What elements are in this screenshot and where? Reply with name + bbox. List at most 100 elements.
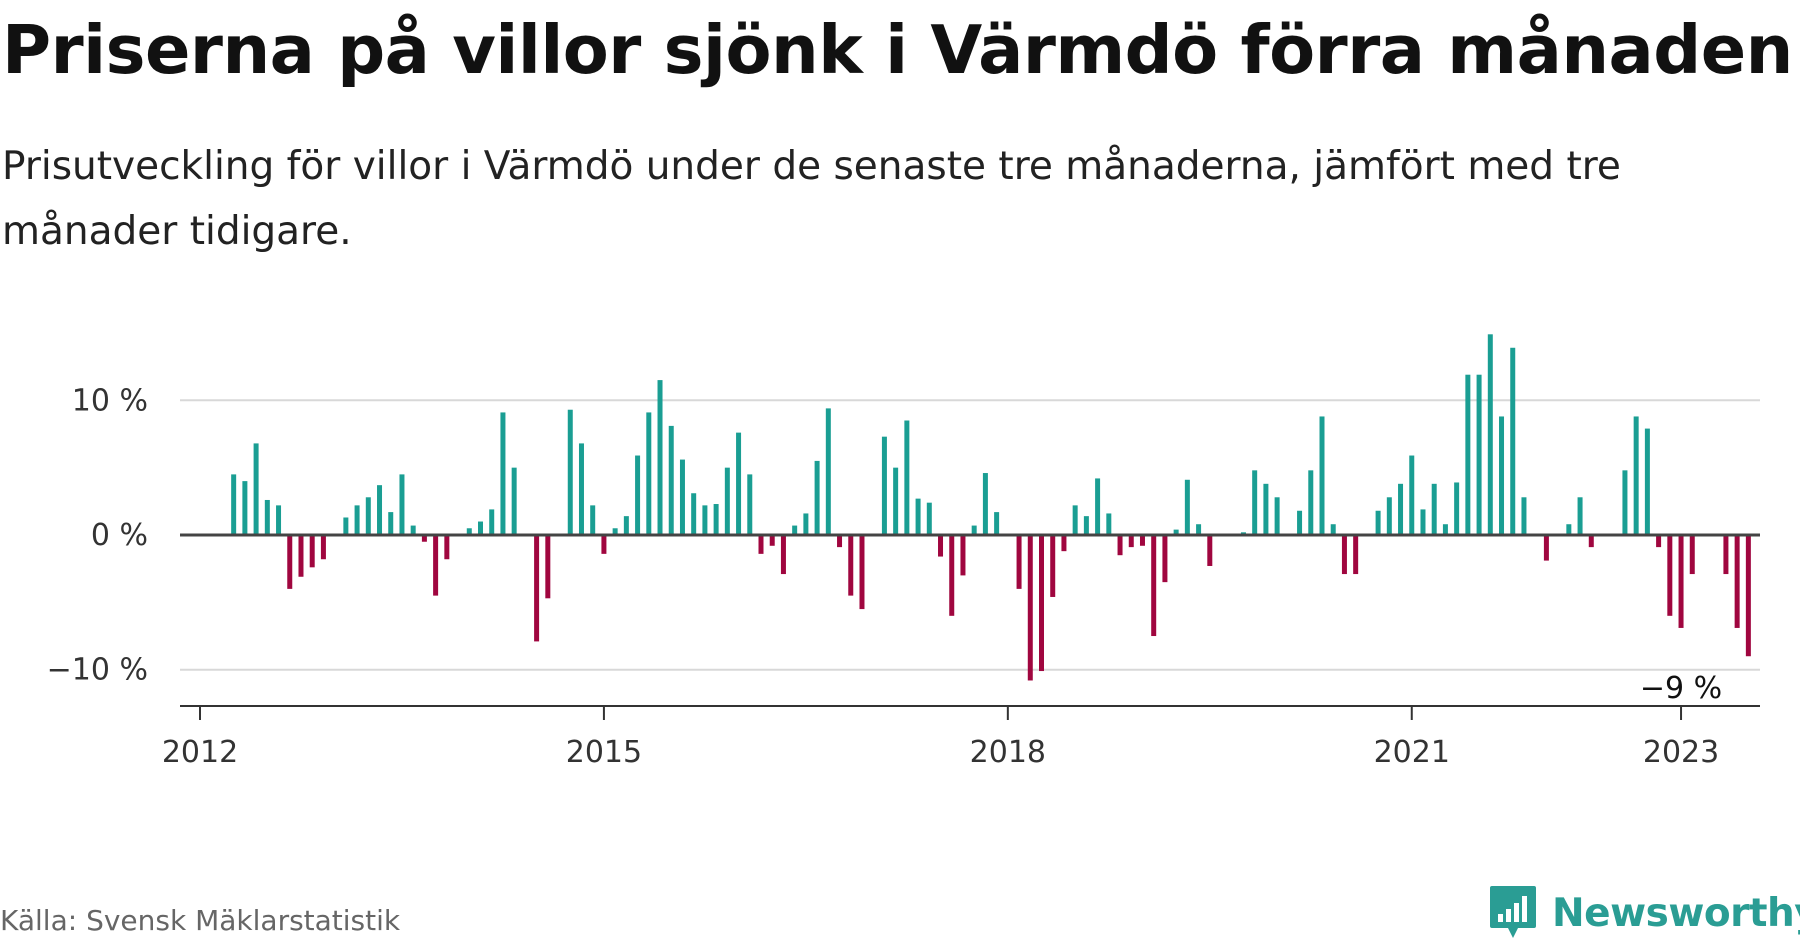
bar xyxy=(1499,416,1505,535)
bar xyxy=(1723,535,1729,575)
bar xyxy=(287,535,293,589)
bar xyxy=(1678,535,1684,628)
bar xyxy=(545,535,551,599)
bar xyxy=(1341,535,1347,575)
bar xyxy=(758,535,764,554)
bar xyxy=(713,504,719,535)
bar xyxy=(433,535,439,596)
bar xyxy=(1375,510,1381,535)
bar xyxy=(264,499,270,535)
bar xyxy=(1521,497,1527,535)
bar xyxy=(702,505,708,535)
bar xyxy=(803,513,809,535)
bar xyxy=(276,505,282,535)
bar xyxy=(1398,483,1404,535)
bar xyxy=(635,455,641,535)
bar xyxy=(298,535,304,577)
bar xyxy=(837,535,843,548)
bar xyxy=(1622,470,1628,535)
bar xyxy=(881,436,887,535)
bar xyxy=(1566,524,1572,535)
bar xyxy=(590,505,596,535)
x-tick-label: 2015 xyxy=(566,735,642,770)
bar xyxy=(1207,535,1213,566)
chart-title: Priserna på villor sjönk i Värmdö förra … xyxy=(2,11,1793,89)
bar xyxy=(938,535,944,557)
bar xyxy=(601,535,607,554)
bar xyxy=(848,535,854,596)
bar xyxy=(915,498,921,535)
bar xyxy=(1016,535,1022,589)
bar xyxy=(500,412,506,535)
bar xyxy=(1184,479,1190,535)
bar xyxy=(859,535,865,610)
bar xyxy=(623,516,629,535)
bar xyxy=(971,525,977,535)
chart-subtitle: Prisutveckling för villor i Värmdö under… xyxy=(2,144,1621,254)
bar xyxy=(466,528,472,535)
bar xyxy=(421,535,427,542)
bar xyxy=(1667,535,1673,616)
bars xyxy=(231,334,1751,681)
bar xyxy=(657,380,663,535)
bar-chart: 10 % 0 % −10 % 2012 2015 2018 2021 2023 −9 % xyxy=(47,334,1760,770)
bar xyxy=(646,412,652,535)
bar xyxy=(1274,497,1280,535)
bar xyxy=(1330,524,1336,535)
bar xyxy=(1656,535,1662,548)
bar xyxy=(1386,497,1392,535)
bar xyxy=(1734,535,1740,628)
bar xyxy=(780,535,786,575)
bar xyxy=(1128,535,1134,548)
bar xyxy=(1196,524,1202,535)
bar xyxy=(1454,482,1460,535)
bar xyxy=(578,443,584,535)
bar xyxy=(489,509,495,535)
bar xyxy=(1644,428,1650,535)
bar xyxy=(309,535,315,568)
bar xyxy=(1689,535,1695,575)
bar xyxy=(1297,510,1303,535)
bar xyxy=(1319,416,1325,535)
bar xyxy=(388,512,394,535)
bar xyxy=(1409,455,1415,535)
bar xyxy=(982,473,988,535)
bar xyxy=(1050,535,1056,597)
bar xyxy=(320,535,326,560)
bar xyxy=(1083,516,1089,535)
bar xyxy=(724,467,730,535)
bar xyxy=(1543,535,1549,561)
brand-logo[interactable]: Newsworthy xyxy=(1488,884,1800,942)
bar xyxy=(1173,529,1179,535)
bar xyxy=(1095,478,1101,535)
bar xyxy=(1353,535,1359,575)
bar xyxy=(399,474,405,535)
bar xyxy=(747,474,753,535)
bar xyxy=(567,409,573,535)
bar xyxy=(410,525,416,535)
bar xyxy=(242,481,248,535)
x-tick-label: 2021 xyxy=(1374,735,1450,770)
bar xyxy=(994,512,1000,535)
bar xyxy=(511,467,517,535)
bar xyxy=(1263,483,1269,535)
gridlines xyxy=(180,399,1760,671)
bar xyxy=(1431,483,1437,535)
bar xyxy=(769,535,775,546)
source-note: Källa: Svensk Mäklarstatistik xyxy=(0,904,401,937)
bar xyxy=(1308,470,1314,535)
bar xyxy=(1151,535,1157,637)
bar xyxy=(1139,535,1145,546)
bar xyxy=(377,485,383,535)
bar xyxy=(1633,416,1639,535)
bar xyxy=(1117,535,1123,556)
bar xyxy=(1476,374,1482,535)
bar xyxy=(893,467,899,535)
bar xyxy=(668,425,674,535)
bar xyxy=(904,420,910,535)
last-value-annotation: −9 % xyxy=(1640,671,1722,706)
y-tick-label: 0 % xyxy=(91,518,148,553)
bar xyxy=(814,460,820,535)
tick-labels: 10 % 0 % −10 % 2012 2015 2018 2021 2023 −9 % xyxy=(47,383,1723,770)
bar xyxy=(534,535,540,642)
